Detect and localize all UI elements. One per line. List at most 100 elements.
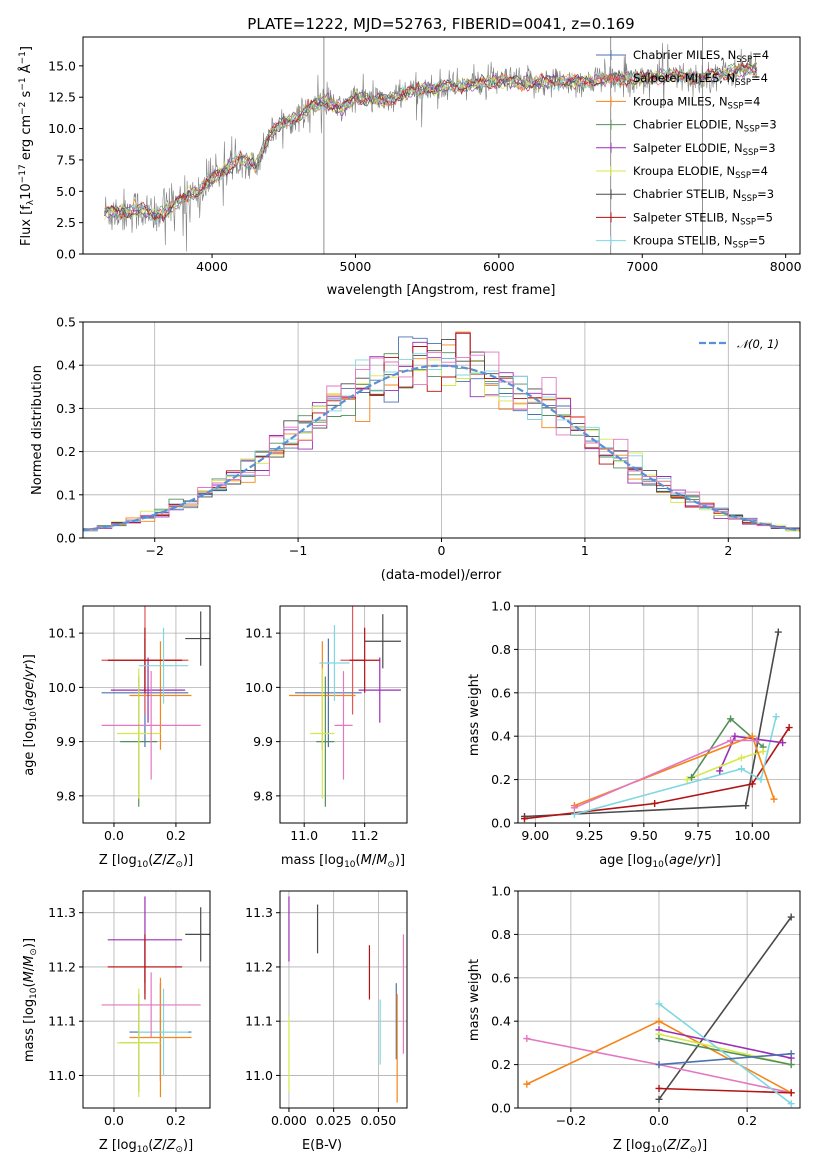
y-tick-label: 10.0	[48, 680, 76, 695]
plot-area	[524, 631, 790, 820]
x-tick-label: 0.2	[737, 1113, 757, 1128]
plus-marker	[523, 1035, 531, 1043]
y-tick-label: 11.3	[48, 905, 76, 920]
plus-marker	[787, 1061, 795, 1069]
y-tick-label: 11.1	[245, 1014, 273, 1029]
y-tick-label: 0.4	[56, 358, 76, 373]
mass-weight-line	[658, 1087, 792, 1094]
age-vs-z-plot: 0.0 0.2 9.8 9.9 10.0 10.1	[48, 605, 211, 843]
legend-label: Kroupa ELODIE, NSSP=4	[633, 164, 768, 181]
plus-marker	[779, 739, 787, 747]
y-tick-label: 7.5	[56, 152, 76, 167]
spectrum-legend: Chabrier MILES, NSSP=4 Salpeter MILES, NS…	[596, 48, 777, 251]
p3-ylabel: age [log10(age/yr)]	[22, 654, 39, 776]
x-tick-label: 9.00	[521, 828, 549, 843]
plot-area	[288, 896, 405, 1103]
spectrum-plot: 4000 5000 6000 7000 8000 0.0 2.5 5.0 7.5 10.0 12.5…	[48, 36, 802, 274]
y-tick-label: 10.1	[245, 626, 273, 641]
x-tick-label: 0	[438, 543, 446, 558]
model-line	[104, 61, 758, 224]
x-tick-label: 5000	[340, 259, 372, 274]
x-tick-label: 0.0	[104, 828, 124, 843]
plus-marker	[716, 767, 724, 775]
plus-marker	[787, 1089, 795, 1097]
p5-xlabel: age [log10(age/yr)]	[599, 853, 721, 870]
x-tick-label: 9.75	[684, 828, 712, 843]
axes-frame	[279, 890, 408, 1109]
model-line	[104, 66, 758, 225]
plus-marker	[785, 724, 793, 732]
y-tick-label: 11.1	[48, 1014, 76, 1029]
plus-marker	[727, 737, 735, 745]
plus-marker	[753, 737, 761, 745]
plus-marker	[570, 804, 578, 812]
x-tick-label: −0.2	[556, 1113, 586, 1128]
legend-label: Salpeter MILES, NSSP=4	[633, 71, 768, 88]
y-tick-label: 0.6	[491, 685, 511, 700]
x-tick-label: 9.50	[630, 828, 658, 843]
histogram-xlabel: (data-model)/error	[381, 568, 502, 583]
plus-marker	[655, 1035, 663, 1043]
y-tick-label: 0.8	[491, 927, 511, 942]
axes-frame	[82, 890, 211, 1109]
legend-label: Salpeter STELIB, NSSP=5	[633, 210, 773, 227]
plus-marker	[655, 1000, 663, 1008]
y-tick-label: 11.0	[245, 1068, 273, 1083]
massweight-vs-z-plot: −0.2 0.0 0.2 0.0 0.2 0.4 0.6 0.8 1.0	[491, 884, 801, 1128]
plus-marker	[770, 795, 778, 803]
plus-marker	[748, 780, 756, 788]
x-tick-label: 10.00	[734, 828, 770, 843]
legend-label: Chabrier MILES, NSSP=4	[633, 48, 769, 65]
y-tick-label: 0.1	[56, 487, 76, 502]
legend-label: 𝒩(0, 1)	[737, 337, 779, 351]
p8-xlabel: Z [log10(Z/Z⊙)]	[613, 1138, 707, 1155]
normal-curve	[83, 364, 800, 532]
plus-marker	[787, 913, 795, 921]
y-tick-label: 9.9	[56, 734, 76, 749]
plus-marker	[759, 747, 767, 755]
x-tick-label: 0.0	[104, 1113, 124, 1128]
plus-marker	[737, 765, 745, 773]
x-tick-label: 0.0	[649, 1113, 669, 1128]
y-tick-label: 0.0	[491, 816, 511, 831]
y-tick-label: 0.0	[56, 247, 76, 262]
p6-ylabel: mass [log10(M/M⊙)]	[22, 938, 39, 1062]
mass-weight-line	[658, 1029, 792, 1059]
y-tick-label: 10.0	[245, 680, 273, 695]
y-tick-label: 5.0	[56, 184, 76, 199]
x-tick-label: 7000	[626, 259, 658, 274]
plus-marker	[774, 628, 782, 636]
plus-marker	[727, 715, 735, 723]
x-tick-label: −2	[145, 543, 163, 558]
x-tick-label: 8000	[770, 259, 802, 274]
plot-area	[104, 37, 758, 254]
spectrum-ylabel: Flux [fλ10−17 erg cm−2 s−1 Å−1]	[18, 46, 36, 246]
y-tick-label: 0.4	[491, 729, 511, 744]
mass-weight-line	[524, 727, 790, 820]
legend-label: Chabrier STELIB, NSSP=3	[633, 187, 774, 204]
histogram-ylabel: Normed distribution	[30, 365, 45, 495]
y-tick-label: 11.3	[245, 905, 273, 920]
x-tick-label: 0.025	[316, 1113, 352, 1128]
axes-frame	[517, 890, 801, 1109]
mass-weight-line	[658, 1053, 792, 1066]
y-tick-label: 10.0	[48, 121, 76, 136]
y-tick-label: 11.2	[48, 959, 76, 974]
plus-marker	[787, 1050, 795, 1058]
legend-label: Chabrier ELODIE, NSSP=3	[633, 118, 777, 135]
y-tick-label: 0.3	[56, 401, 76, 416]
plus-marker	[655, 1095, 663, 1103]
y-tick-label: 1.0	[491, 884, 511, 899]
residual-histogram: −2 −1 0 1 2 0.0 0.1 0.2 0.3 0.4 0.5 𝒩(0, 1)	[56, 315, 801, 558]
spectrum-title: PLATE=1222, MJD=52763, FIBERID=0041, z=0…	[247, 15, 634, 33]
plus-marker	[748, 732, 756, 740]
plus-marker	[655, 1017, 663, 1025]
y-tick-label: 9.8	[253, 788, 273, 803]
plus-marker	[688, 773, 696, 781]
p5-ylabel: mass weight	[467, 674, 482, 756]
y-tick-label: 1.0	[491, 599, 511, 614]
mass-weight-line	[658, 1037, 792, 1066]
x-tick-label: 1	[581, 543, 589, 558]
x-tick-label: 11.0	[290, 828, 318, 843]
